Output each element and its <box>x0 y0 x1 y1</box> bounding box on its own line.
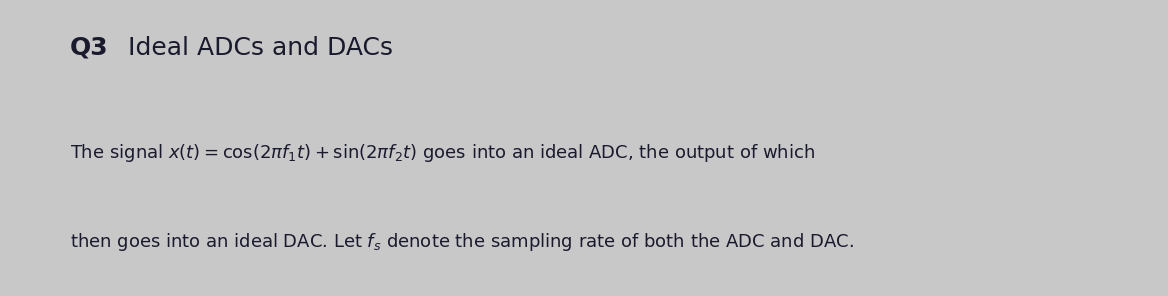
Text: then goes into an ideal DAC. Let $f_s$ denote the sampling rate of both the ADC : then goes into an ideal DAC. Let $f_s$ d… <box>70 231 854 253</box>
Text: Ideal ADCs and DACs: Ideal ADCs and DACs <box>120 36 392 59</box>
Text: Q3: Q3 <box>70 36 109 59</box>
Text: The signal $x(t) = \cos(2\pi f_1 t) + \sin(2\pi f_2 t)$ goes into an ideal ADC, : The signal $x(t) = \cos(2\pi f_1 t) + \s… <box>70 142 815 164</box>
